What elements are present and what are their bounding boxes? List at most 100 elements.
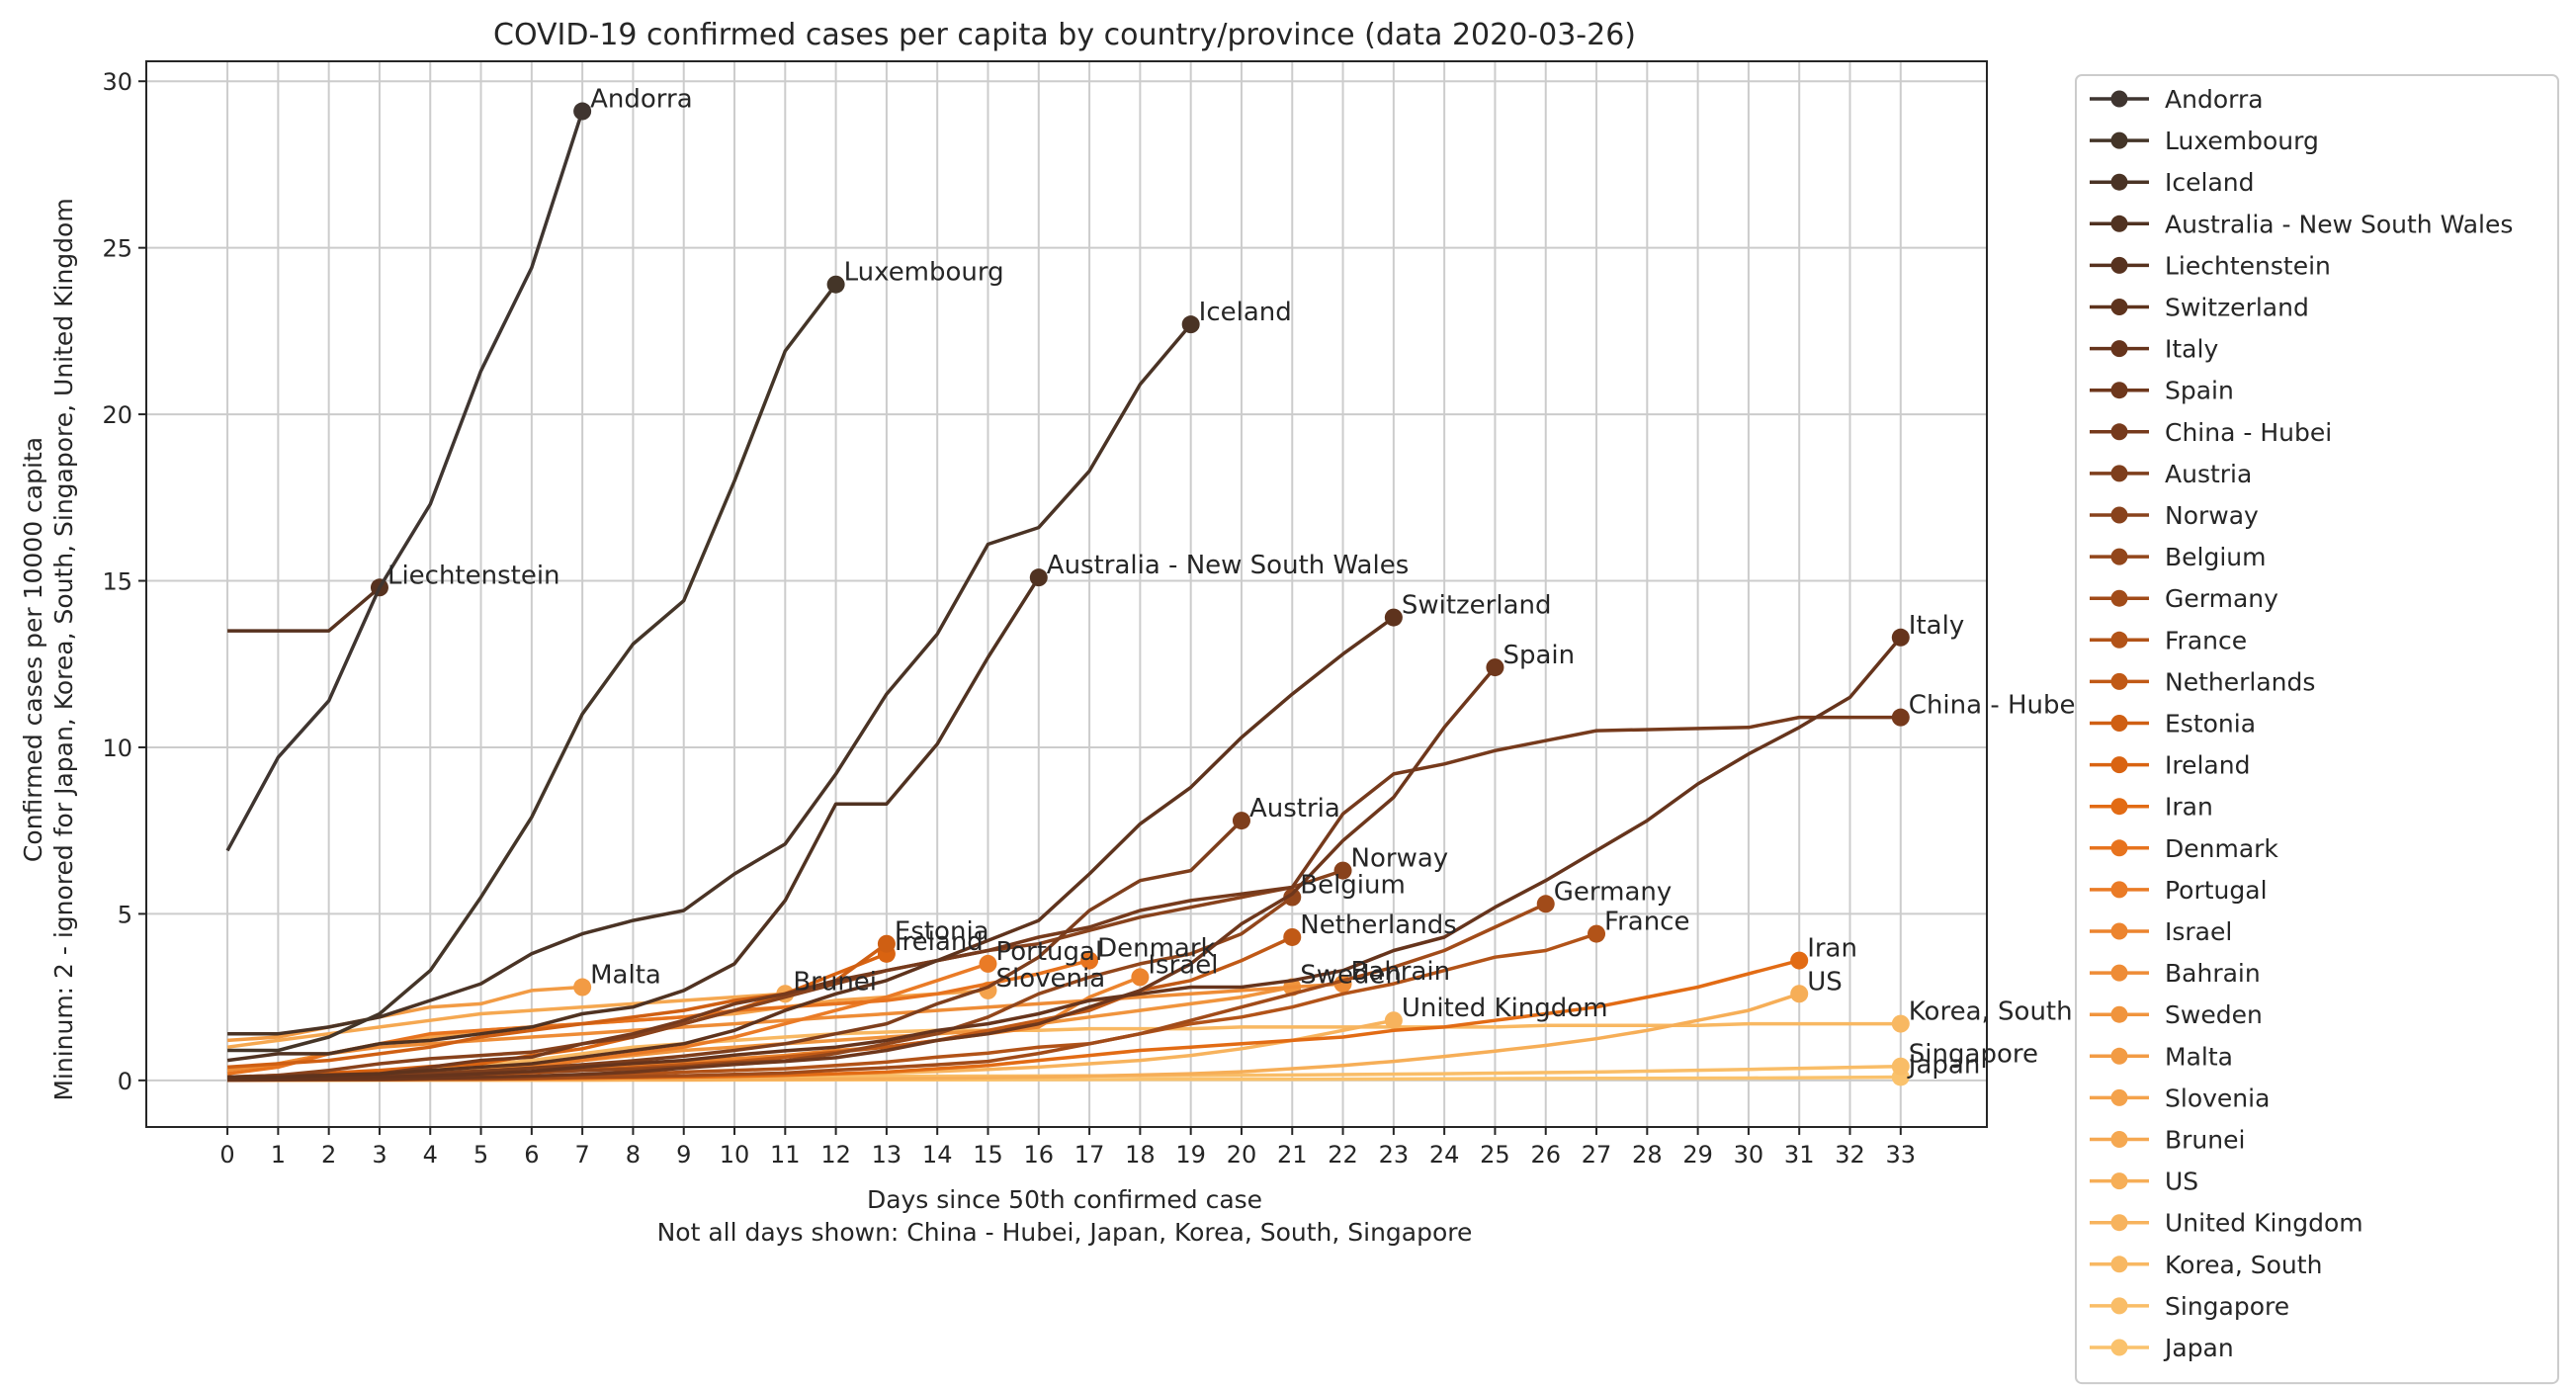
legend-entry: Liechtenstein <box>2090 251 2331 280</box>
legend-marker <box>2110 90 2128 108</box>
x-tick-label: 1 <box>271 1141 286 1169</box>
legend-label: China - Hubei <box>2165 418 2332 447</box>
series-end-label-australia-new-south-wales: Australia - New South Wales <box>1047 551 1409 580</box>
legend-marker <box>2110 173 2128 191</box>
series-end-marker-australia-new-south-wales <box>1029 568 1048 587</box>
legend-entry: Japan <box>2090 1334 2234 1362</box>
x-tick-label: 11 <box>770 1141 801 1169</box>
series-end-label-ireland: Ireland <box>895 927 984 957</box>
series-end-label-denmark: Denmark <box>1097 934 1216 964</box>
legend-label: Korea, South <box>2165 1251 2322 1279</box>
series-end-label-austria: Austria <box>1249 794 1340 824</box>
legend-label: Denmark <box>2165 834 2278 863</box>
legend-entry: Spain <box>2090 377 2234 405</box>
series-end-marker-iceland <box>1181 315 1200 334</box>
legend-entry: Singapore <box>2090 1292 2289 1321</box>
legend-label: France <box>2165 626 2247 654</box>
series-line-norway <box>227 868 1344 1080</box>
series-end-label-germany: Germany <box>1554 877 1673 907</box>
legend-label: Slovenia <box>2165 1084 2270 1112</box>
legend-label: Malta <box>2165 1042 2233 1071</box>
legend-marker <box>2110 1005 2128 1023</box>
x-tick-label: 10 <box>720 1141 750 1169</box>
series-end-marker-france <box>1588 924 1606 943</box>
x-tick-label: 32 <box>1835 1141 1865 1169</box>
grid <box>146 61 1987 1127</box>
legend-label: Australia - New South Wales <box>2165 210 2513 238</box>
legend-label: Liechtenstein <box>2165 251 2331 280</box>
series-end-label-iceland: Iceland <box>1199 298 1292 327</box>
legend-marker <box>2110 506 2128 524</box>
legend-entry: Italy <box>2090 335 2218 364</box>
y-tick-label: 25 <box>102 235 132 263</box>
legend-entry: Israel <box>2090 917 2232 946</box>
legend-entry: Iran <box>2090 793 2213 822</box>
y-tick-label: 15 <box>102 568 132 596</box>
x-tick-label: 7 <box>574 1141 589 1169</box>
x-tick-label: 9 <box>676 1141 691 1169</box>
series-line-switzerland <box>227 616 1395 1080</box>
series-end-label-luxembourg: Luxembourg <box>844 258 1004 288</box>
legend-entry: Luxembourg <box>2090 127 2319 155</box>
legend-label: Belgium <box>2165 543 2267 571</box>
legend-entry: Andorra <box>2090 85 2264 114</box>
legend-frame <box>2075 74 2559 1385</box>
x-tick-label: 23 <box>1379 1141 1410 1169</box>
x-tick-label: 6 <box>524 1141 539 1169</box>
x-tick-label: 30 <box>1734 1141 1764 1169</box>
series-end-label-israel: Israel <box>1148 950 1218 980</box>
series-line-liechtenstein <box>227 585 382 633</box>
legend-entry: Portugal <box>2090 876 2268 905</box>
series-end-marker-malta <box>573 978 592 997</box>
legend-entry: United Kingdom <box>2090 1209 2363 1238</box>
legend-entry: Brunei <box>2090 1126 2245 1155</box>
series-end-marker-spain <box>1486 658 1504 677</box>
legend-label: Estonia <box>2165 710 2256 738</box>
series-line-malta <box>226 985 583 1043</box>
x-tick-label: 8 <box>626 1141 641 1169</box>
chart-title: COVID-19 confirmed cases per capita by c… <box>493 18 1636 52</box>
legend-marker <box>2110 1339 2128 1356</box>
legend-entry: Germany <box>2090 584 2278 613</box>
legend-label: Spain <box>2165 377 2234 405</box>
series-end-label-singapore: Singapore <box>1909 1040 2038 1070</box>
series-end-marker-united-kingdom <box>1384 1011 1403 1030</box>
series-end-marker-austria <box>1232 812 1250 830</box>
series-end-label-belgium: Belgium <box>1300 871 1406 901</box>
series-end-marker-netherlands <box>1283 927 1302 946</box>
series-end-marker-korea-south <box>1891 1014 1910 1033</box>
x-tick-label: 17 <box>1074 1141 1105 1169</box>
y-tick-label: 5 <box>118 901 132 928</box>
y-axis-label: Confirmed cases per 10000 capita <box>19 437 47 862</box>
legend-entry: Korea, South <box>2090 1251 2322 1279</box>
series-end-marker-norway <box>1333 861 1352 880</box>
x-tick-label: 16 <box>1024 1141 1055 1169</box>
legend-marker <box>2110 256 2128 274</box>
legend-marker <box>2110 1088 2128 1106</box>
legend-label: Iceland <box>2165 168 2254 197</box>
legend-marker <box>2110 1214 2128 1232</box>
legend-marker <box>2110 631 2128 649</box>
series-line-luxembourg <box>227 283 837 1053</box>
x-tick-label: 18 <box>1125 1141 1156 1169</box>
plot-frame <box>145 60 1988 1128</box>
legend-label: Netherlands <box>2165 667 2315 696</box>
series-end-marker-andorra <box>573 102 592 121</box>
x-tick-label: 13 <box>872 1141 902 1169</box>
series-end-label-china-hubei: China - Hubei <box>1909 691 2083 721</box>
series-end-label-us: US <box>1807 967 1843 997</box>
legend-label: Sweden <box>2165 1000 2263 1029</box>
legend-entry: Estonia <box>2090 710 2256 738</box>
series-line-australia-new-south-wales <box>226 576 1041 1063</box>
legend-label: Bahrain <box>2165 959 2261 988</box>
x-tick-label: 28 <box>1632 1141 1663 1169</box>
legend-marker <box>2110 465 2128 482</box>
series-end-label-spain: Spain <box>1503 641 1575 670</box>
series-end-label-brunei: Brunei <box>793 967 877 997</box>
legend-marker <box>2110 922 2128 940</box>
y-tick-label: 10 <box>102 735 132 762</box>
series-end-marker-germany <box>1536 895 1555 913</box>
series-end-marker-switzerland <box>1384 608 1403 627</box>
legend-label: Japan <box>2163 1334 2234 1362</box>
